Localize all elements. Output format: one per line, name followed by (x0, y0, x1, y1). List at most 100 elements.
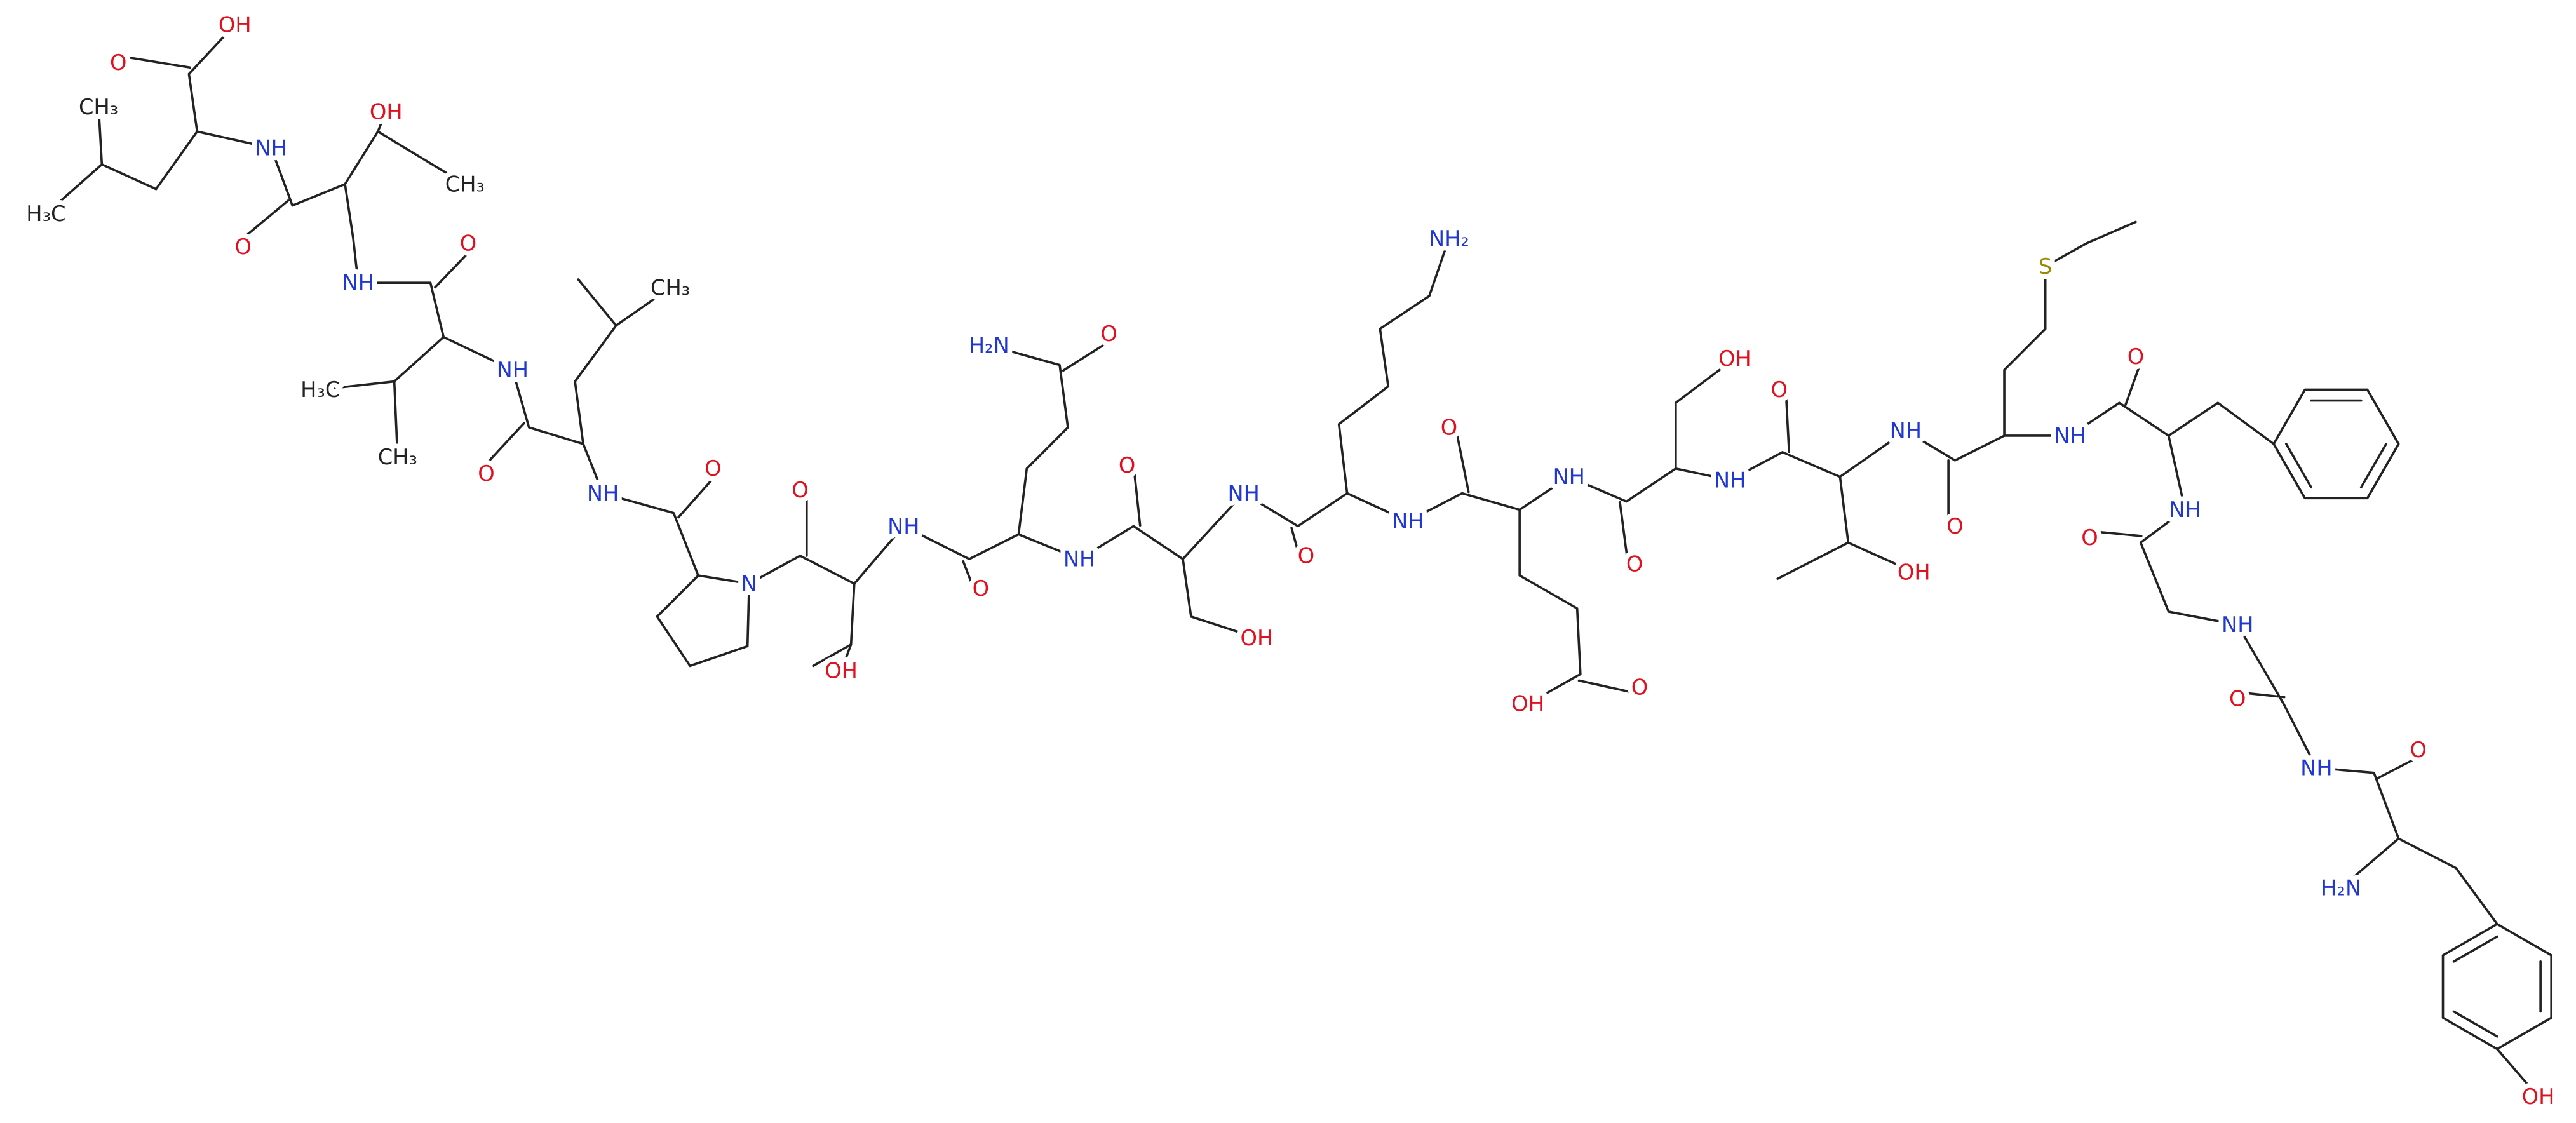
double-bond (1784, 388, 1791, 454)
atom-label: O (1100, 321, 1117, 346)
atom-label: O (235, 234, 252, 259)
atom-label: NH (887, 514, 919, 539)
double-bond (238, 199, 290, 243)
bond (748, 525, 905, 585)
bond (344, 183, 360, 285)
atom-label: NH (1890, 419, 1922, 443)
atom-label: H₃C (300, 377, 340, 402)
double-bond (480, 422, 525, 471)
bond (2167, 401, 2275, 445)
bond (1905, 429, 2072, 462)
atom-label: O (705, 456, 721, 481)
atom-label: O (973, 576, 989, 601)
atom-label: O (110, 50, 126, 75)
atom-label: OH (1240, 626, 1273, 650)
atom-label: O (1626, 551, 1643, 576)
bond (1242, 492, 1410, 528)
atom-label: OH (1718, 346, 1751, 371)
atom-label: O (1441, 415, 1457, 440)
double-bond (1619, 501, 1629, 567)
double-bond (677, 471, 719, 519)
bond (269, 111, 388, 207)
bond (902, 525, 1081, 560)
bond (2139, 508, 2239, 626)
atom-label: S (2039, 254, 2052, 279)
aromatic-bond (2452, 1010, 2498, 1038)
atom-label: OH (370, 100, 403, 124)
aromatic-bond (2285, 443, 2312, 489)
labels: OH O CH₃ NH OH H₃C CH₃ O O NH CH₃ NH H₃C CH₃ O NH O N O NH O… (22, 8, 2560, 1114)
atom-label: OH (219, 12, 252, 37)
bond (2236, 623, 2318, 769)
atom-label: H₃C (26, 201, 65, 226)
atom-label: O (2081, 525, 2098, 550)
bonds (44, 24, 2553, 1098)
double-bond (434, 246, 475, 289)
bond (376, 130, 466, 185)
bond (2315, 767, 2400, 889)
bond (1675, 357, 1736, 470)
atom-label: H₂N (969, 333, 1009, 358)
atom-label: NH (587, 481, 619, 506)
atom-label: O (1946, 514, 1963, 539)
atom-label: NH (1714, 467, 1746, 492)
double-bond (2089, 530, 2143, 537)
atom-label: NH (1553, 464, 1585, 489)
bond (1182, 558, 1258, 640)
bond (2397, 837, 2498, 925)
double-bond (1132, 463, 1142, 527)
bond (1518, 508, 1582, 705)
atom-label: O (2128, 344, 2144, 369)
atom-label: OH (1898, 560, 1931, 584)
atom-label: O (1119, 453, 1135, 478)
double-bond (2124, 358, 2143, 407)
bond (812, 643, 853, 668)
atom-label: H₂N (2321, 875, 2361, 900)
bond (840, 582, 856, 672)
atom-label: NH (2222, 612, 2253, 637)
atom-label: O (478, 461, 494, 486)
atom-label: CH₃ (651, 275, 690, 300)
atom-label: OH (1511, 691, 1544, 716)
atom-label: NH₂ (1429, 226, 1469, 251)
bond (1838, 475, 1915, 574)
double-bond (1577, 679, 1640, 695)
double-bond (2375, 754, 2423, 780)
bond (1337, 237, 1450, 495)
atom-label: O (1631, 675, 1648, 700)
atom-label: OH (825, 659, 858, 683)
bond (44, 163, 104, 215)
atom-label: NH (2300, 755, 2332, 780)
double-bond (118, 55, 191, 69)
double-bond (2237, 691, 2286, 699)
bond (602, 492, 751, 668)
bond (393, 380, 399, 459)
double-bond (1062, 338, 1114, 372)
aromatic-bond (2359, 443, 2387, 489)
bond (511, 286, 671, 445)
atom-label: O (1298, 543, 1314, 568)
atom-label: O (1771, 377, 1788, 402)
atom-label: CH₃ (378, 445, 417, 469)
bond (2272, 388, 2400, 500)
atom-label: NH (255, 135, 287, 160)
atom-label: CH₃ (79, 95, 118, 119)
bond (2003, 220, 2137, 437)
atom-label: NH (497, 358, 529, 382)
bond (577, 278, 617, 327)
aromatic-bond (2452, 935, 2498, 963)
atom-label: NH (342, 271, 374, 295)
bond (356, 281, 514, 372)
bond (582, 443, 604, 495)
atom-label: O (460, 231, 476, 256)
atom-label: OH (2522, 1084, 2555, 1109)
double-bond (1290, 527, 1301, 559)
atom-label: N (741, 571, 757, 596)
atom-label: CH₃ (445, 171, 485, 196)
bond (1729, 429, 1907, 481)
atom-label: NH (2169, 497, 2201, 522)
atom-label: NH (1063, 547, 1095, 572)
bond (196, 130, 273, 149)
